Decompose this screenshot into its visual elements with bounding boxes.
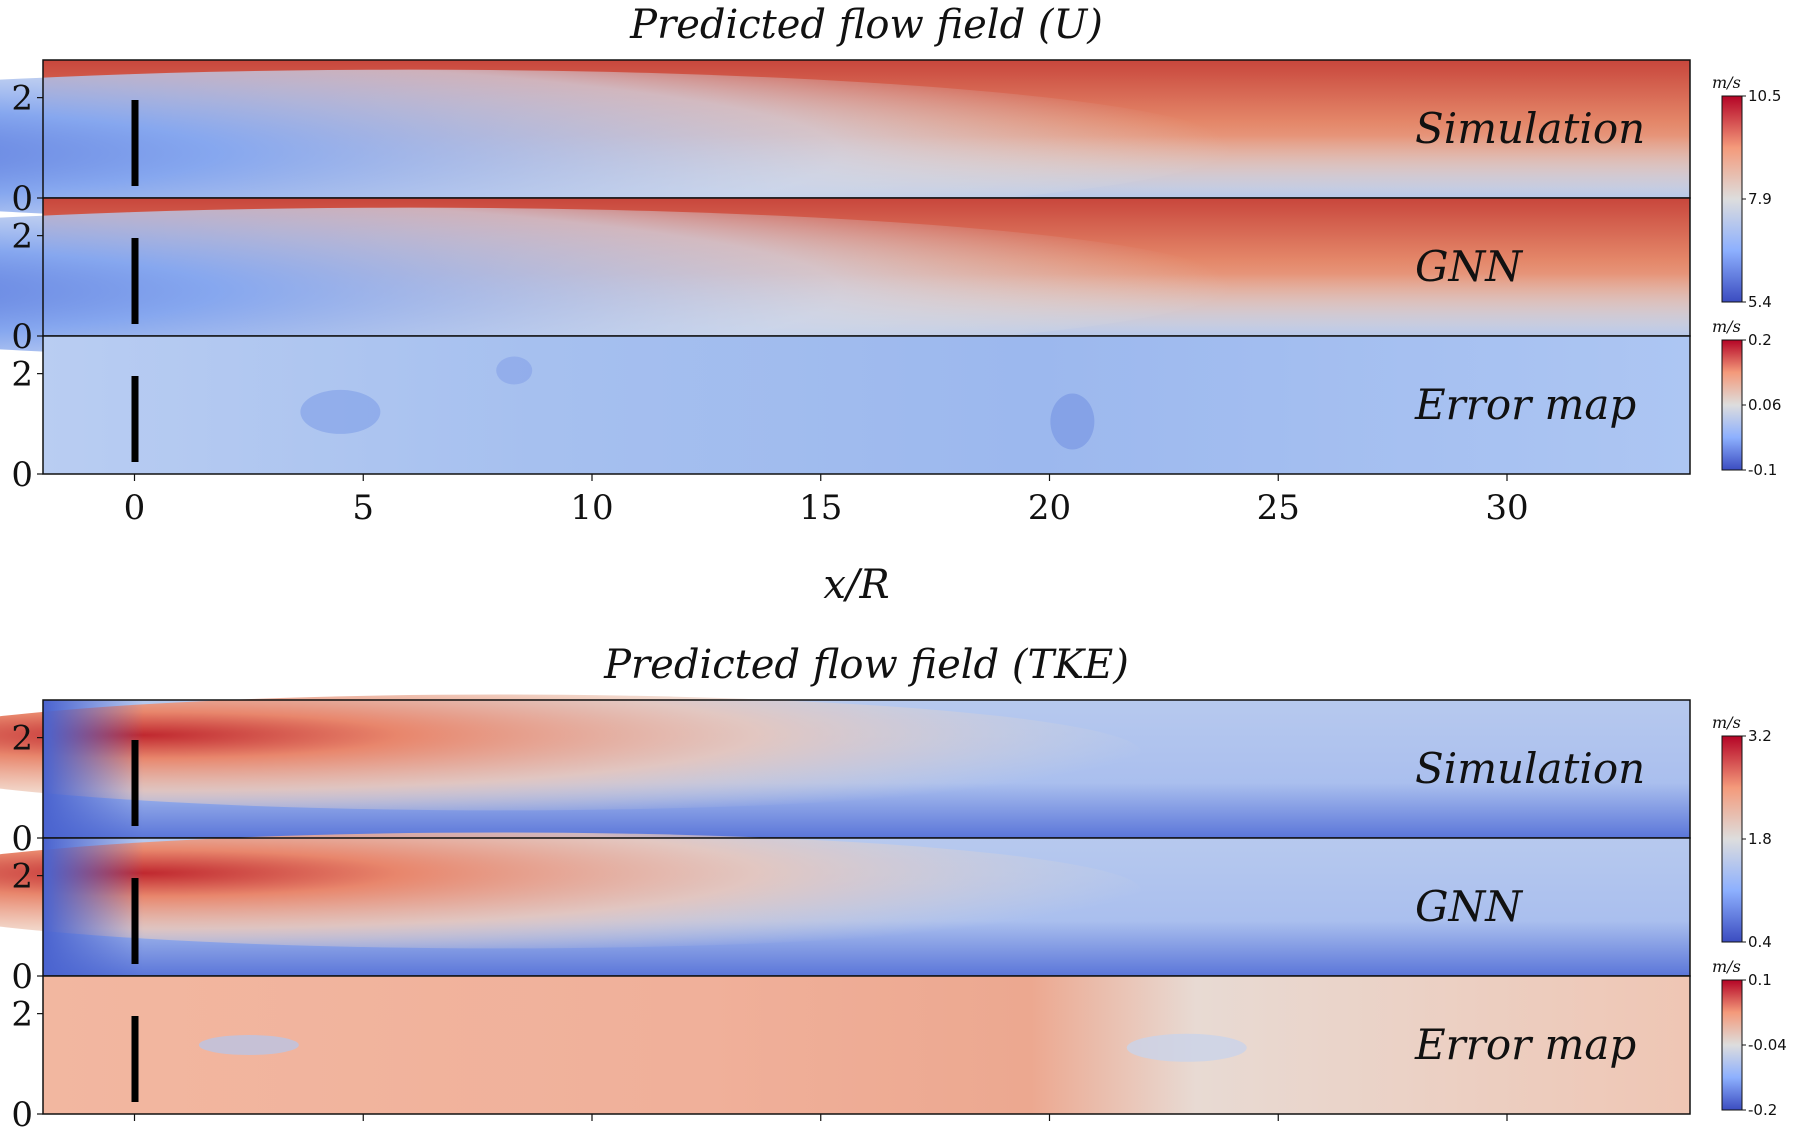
turbine-rotor	[131, 100, 139, 186]
x-tick-label: 30	[1485, 488, 1528, 528]
error-spot	[300, 389, 381, 434]
colorbar: m/s 10.5 7.9 5.4	[1712, 73, 1781, 311]
chart-title: Predicted flow field (TKE)	[603, 642, 1129, 688]
field-wake	[0, 207, 1233, 360]
y-tick-label: 2	[11, 857, 33, 897]
y-tick-label: 2	[11, 217, 33, 257]
y-tick-label: 0	[11, 1095, 33, 1128]
error-spot	[1126, 1033, 1247, 1062]
colorbar-tick-label: -0.04	[1748, 1036, 1787, 1054]
y-tick-label: 0	[11, 317, 33, 357]
colorbar-scale	[1721, 979, 1743, 1111]
y-tick-label: 2	[11, 79, 33, 119]
row-label: Error map	[1414, 1020, 1636, 1069]
field-wake	[0, 69, 1233, 222]
colorbar-tick-label: 1.8	[1748, 830, 1772, 848]
turbine-rotor	[131, 1016, 139, 1102]
colorbar-scale	[1721, 95, 1743, 303]
error-spot	[1050, 393, 1095, 450]
colorbar-tick-label: 7.9	[1748, 190, 1772, 208]
colorbar-unit: m/s	[1712, 317, 1741, 336]
turbine-rotor	[131, 878, 139, 964]
row-label: GNN	[1415, 882, 1523, 931]
y-tick-label: 2	[11, 355, 33, 395]
colorbar-scale	[1721, 735, 1743, 943]
x-tick-label: 15	[799, 488, 842, 528]
turbine-rotor	[131, 376, 139, 462]
x-tick-label: 20	[1028, 488, 1071, 528]
colorbar-tick-label: 10.5	[1748, 87, 1781, 105]
colorbar-tick-label: 0.06	[1748, 396, 1781, 414]
colorbar-tick-label: 0.4	[1748, 933, 1772, 951]
x-tick-label: 25	[1257, 488, 1300, 528]
row-label: GNN	[1415, 242, 1523, 291]
y-tick-label: 2	[11, 719, 33, 759]
colorbar-tick-label: -0.2	[1748, 1101, 1777, 1119]
colorbar-unit: m/s	[1712, 713, 1741, 732]
colorbar-tick-label: 3.2	[1748, 727, 1772, 745]
row-label: Simulation	[1415, 744, 1645, 793]
x-tick-label: 0	[124, 488, 146, 528]
panel-frame	[42, 975, 1691, 1115]
field-error	[43, 976, 1690, 1114]
colorbar-unit: m/s	[1712, 73, 1741, 92]
error-spot	[198, 1035, 299, 1055]
field-wake	[0, 694, 1141, 811]
field-wake	[0, 832, 1141, 949]
colorbar-unit: m/s	[1712, 957, 1741, 976]
colorbar-scale	[1721, 339, 1743, 471]
error-spot	[496, 356, 533, 385]
colorbar-tick-label: -0.1	[1748, 461, 1777, 479]
y-tick-label: 0	[11, 179, 33, 219]
colorbar: m/s 0.1 -0.04 -0.2	[1712, 957, 1787, 1119]
row-label: Error map	[1414, 380, 1636, 429]
panel-gnn: GNN 0 2	[0, 197, 1691, 360]
row-label: Simulation	[1415, 104, 1645, 153]
colorbar-tick-label: 0.2	[1748, 331, 1772, 349]
x-axis-label: x/R	[823, 562, 889, 608]
colorbar: m/s 0.2 0.06 -0.1	[1712, 317, 1781, 479]
x-tick-label: 10	[570, 488, 613, 528]
y-tick-label: 0	[11, 957, 33, 997]
colorbar-tick-label: 5.4	[1748, 293, 1772, 311]
colorbar: m/s 3.2 1.8 0.4	[1712, 713, 1772, 951]
chart-title: Predicted flow field (U)	[629, 2, 1103, 48]
y-tick-label: 0	[11, 455, 33, 495]
y-tick-label: 2	[11, 995, 33, 1035]
x-tick-label: 5	[352, 488, 374, 528]
field-inflow	[43, 838, 144, 976]
panel-gnn: GNN 0 2	[0, 832, 1691, 997]
panel-frame	[42, 335, 1691, 475]
colorbar-tick-label: 0.1	[1748, 971, 1772, 989]
turbine-rotor	[131, 740, 139, 826]
field-inflow	[43, 700, 144, 838]
y-tick-label: 0	[11, 819, 33, 859]
turbine-rotor	[131, 238, 139, 324]
